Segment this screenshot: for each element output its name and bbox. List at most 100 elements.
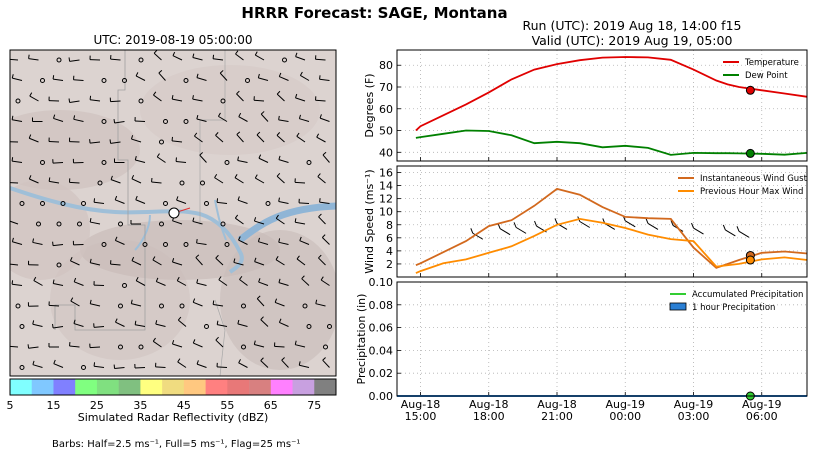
- wind-barb: [89, 343, 101, 349]
- wind-barb-tick: [131, 256, 135, 261]
- wind-barb: [738, 230, 750, 238]
- wind-barb-staff: [234, 177, 244, 184]
- y-tick-label: 80: [379, 59, 393, 72]
- wind-barb: [27, 302, 39, 307]
- wind-barb-tick: [131, 174, 135, 180]
- wind-barb: [109, 139, 121, 144]
- wind-barb-staff: [193, 342, 203, 348]
- wind-barb-staff: [94, 201, 105, 204]
- wind-barb-staff: [94, 365, 105, 368]
- wind-barb: [110, 55, 121, 61]
- wind-barb-tick: [215, 336, 219, 341]
- wind-barb: [238, 359, 248, 368]
- wind-barb-staff: [69, 59, 80, 62]
- wind-barb: [234, 174, 244, 184]
- wind-barb-staff: [153, 52, 162, 61]
- wind-barb-tick: [135, 72, 139, 77]
- calm-wind-marker: [220, 98, 226, 104]
- wind-barb: [260, 357, 269, 368]
- wind-barb: [256, 131, 265, 143]
- wind-barb-tick: [256, 131, 261, 136]
- plot-area: [397, 282, 807, 396]
- wind-barb-tick: [192, 339, 196, 344]
- current-value-marker: [745, 85, 755, 95]
- wind-barb-tick: [176, 276, 180, 281]
- colorbar-segment: [140, 379, 163, 395]
- calm-wind-marker: [282, 57, 287, 63]
- wind-barb: [294, 178, 306, 184]
- wind-barb: [32, 360, 43, 368]
- terrain-shade: [140, 65, 320, 155]
- wind-barb-tick: [153, 91, 157, 96]
- wind-barb: [257, 73, 269, 81]
- wind-barb: [73, 115, 84, 122]
- wind-barb-staff: [172, 261, 183, 266]
- wind-barb-staff: [73, 118, 84, 122]
- wind-barb: [296, 255, 306, 266]
- wind-barb-staff: [276, 134, 285, 143]
- wind-barb: [316, 133, 326, 143]
- wind-barb: [89, 258, 101, 266]
- wind-barb-staff: [233, 261, 244, 266]
- wind-barb: [89, 95, 101, 102]
- wind-barb-tick: [172, 51, 176, 56]
- wind-barb-staff: [236, 93, 244, 102]
- wind-barb-staff: [10, 263, 19, 266]
- wind-barb: [253, 340, 265, 348]
- y-axis-label: Precipitation (in): [355, 294, 368, 385]
- wind-barb-tick: [470, 228, 474, 234]
- wind-barb-staff: [110, 141, 121, 144]
- wind-barb: [153, 91, 162, 102]
- wind-barb: [254, 51, 265, 61]
- wind-barb-staff: [29, 178, 39, 184]
- colorbar-frame: [9, 378, 337, 396]
- wind-barb: [216, 198, 228, 204]
- wind-barb-tick: [322, 357, 326, 361]
- figure-title: HRRR Forecast: SAGE, Montana: [241, 4, 508, 22]
- wind-barb-staff: [131, 138, 142, 143]
- wind-barb: [315, 96, 326, 102]
- wind-barb: [68, 98, 80, 103]
- calm-wind-marker: [323, 344, 328, 350]
- wind-barb: [298, 114, 310, 122]
- wind-barb-tick: [315, 299, 318, 304]
- wind-barb-staff: [237, 323, 248, 327]
- current-value-marker: [745, 255, 755, 265]
- y-tick-label: 0.00: [369, 390, 394, 403]
- wind-barb: [114, 195, 125, 204]
- wind-barb: [155, 277, 166, 286]
- calm-wind-marker: [306, 324, 312, 329]
- wind-barb-staff: [89, 346, 101, 349]
- wind-barb-staff: [254, 220, 265, 225]
- x-tick-label: Aug-18: [469, 398, 508, 411]
- wind-barb-staff: [12, 77, 23, 81]
- wind-barb-staff: [215, 339, 224, 348]
- wind-barb-staff: [260, 319, 269, 327]
- wind-barb: [237, 156, 248, 163]
- calm-wind-marker: [220, 221, 226, 227]
- colorbar-segment: [10, 379, 33, 395]
- wind-barb-staff: [10, 58, 19, 61]
- wind-barb-staff: [239, 279, 248, 286]
- calm-wind-marker: [56, 221, 62, 227]
- wind-barb: [294, 340, 306, 348]
- wind-barb-tick: [513, 222, 517, 228]
- wind-barb: [317, 173, 326, 184]
- wind-barb-tick: [534, 220, 537, 227]
- tributary: [134, 214, 151, 251]
- wind-barb: [10, 345, 19, 348]
- wind-barb-staff: [256, 134, 265, 143]
- x-tick-label: 00:00: [609, 410, 641, 423]
- wind-barb-tick: [691, 222, 694, 229]
- x-tick-label: Aug-19: [674, 398, 713, 411]
- wind-barb: [278, 155, 289, 163]
- wind-barb-staff: [152, 340, 162, 348]
- wind-barb-tick: [32, 238, 35, 243]
- wind-barb-tick: [192, 95, 194, 100]
- wind-barb-tick: [53, 359, 56, 364]
- calm-wind-marker: [138, 98, 144, 104]
- wind-barb-staff: [131, 303, 142, 307]
- wind-barb-staff: [135, 280, 146, 286]
